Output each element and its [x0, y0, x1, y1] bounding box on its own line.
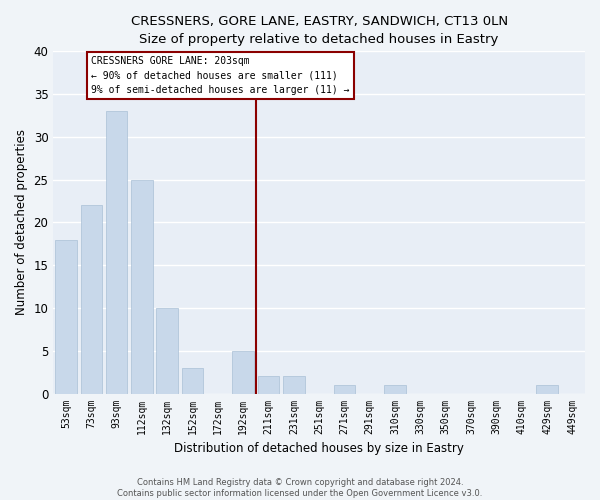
Bar	[232, 351, 254, 394]
Bar	[80, 206, 102, 394]
Bar	[258, 376, 279, 394]
Bar	[131, 180, 152, 394]
Bar	[536, 385, 558, 394]
Title: CRESSNERS, GORE LANE, EASTRY, SANDWICH, CT13 0LN
Size of property relative to de: CRESSNERS, GORE LANE, EASTRY, SANDWICH, …	[131, 15, 508, 46]
X-axis label: Distribution of detached houses by size in Eastry: Distribution of detached houses by size …	[174, 442, 464, 455]
Text: Contains HM Land Registry data © Crown copyright and database right 2024.
Contai: Contains HM Land Registry data © Crown c…	[118, 478, 482, 498]
Y-axis label: Number of detached properties: Number of detached properties	[15, 130, 28, 316]
Bar	[106, 111, 127, 394]
Text: CRESSNERS GORE LANE: 203sqm
← 90% of detached houses are smaller (111)
9% of sem: CRESSNERS GORE LANE: 203sqm ← 90% of det…	[91, 56, 350, 95]
Bar	[283, 376, 305, 394]
Bar	[157, 308, 178, 394]
Bar	[182, 368, 203, 394]
Bar	[55, 240, 77, 394]
Bar	[334, 385, 355, 394]
Bar	[385, 385, 406, 394]
